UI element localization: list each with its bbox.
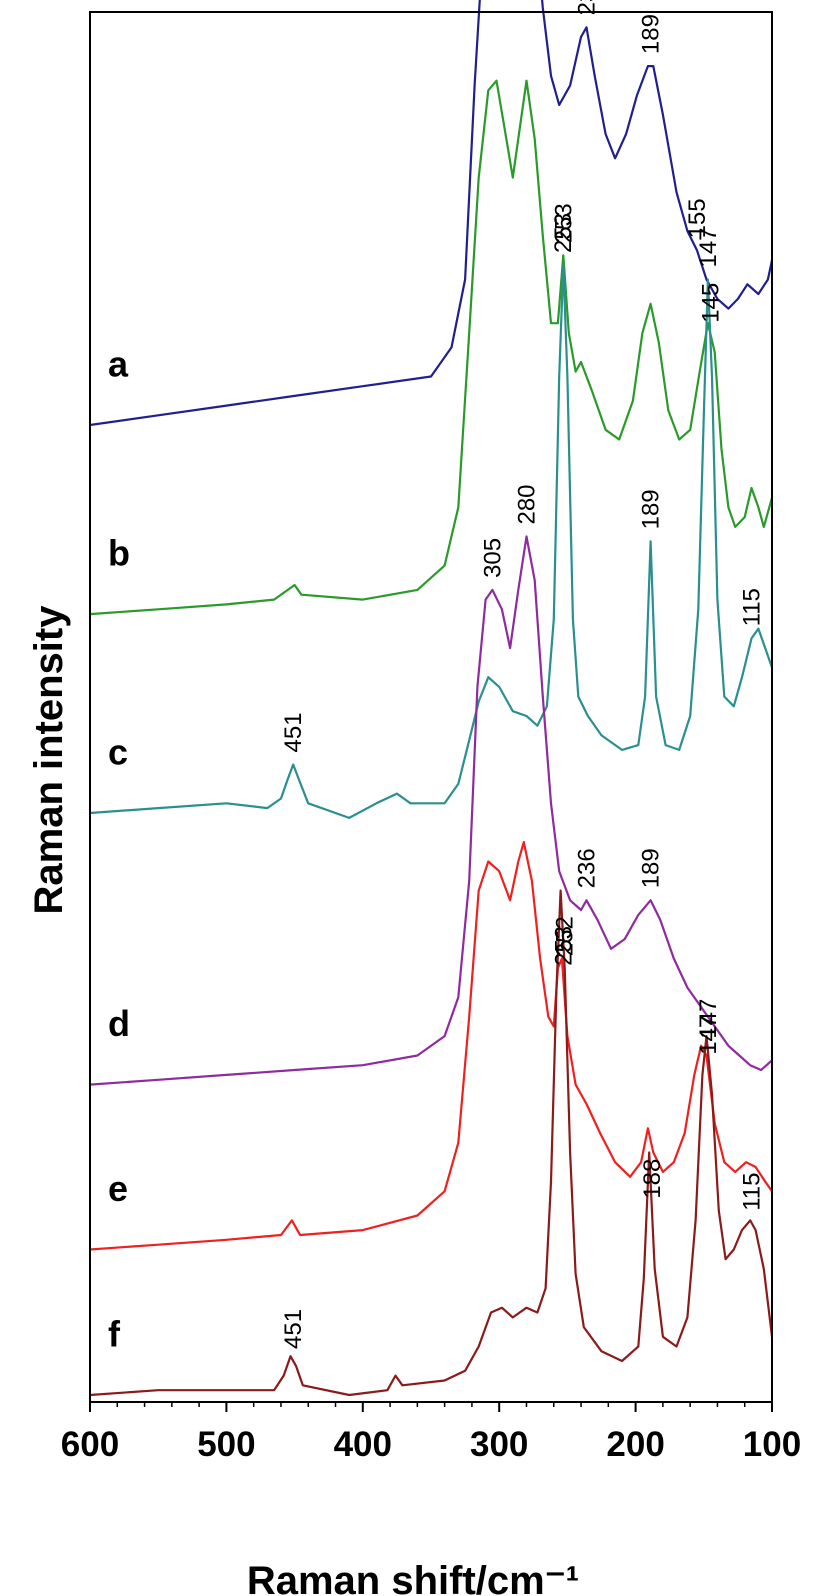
trace-label-a: a: [108, 344, 129, 385]
trace-label-d: d: [108, 1003, 130, 1044]
peak-label-f-252: 252: [552, 916, 579, 956]
trace-letter-labels: a b c d e f: [108, 344, 130, 1355]
spectra-traces: [89, 0, 774, 1397]
peak-label-d-189: 189: [638, 848, 665, 888]
trace-b: [89, 79, 774, 616]
peak-label-f-188: 188: [639, 1159, 666, 1199]
peak-label-b-253: 253: [550, 203, 577, 243]
peak-label-c-189: 189: [638, 489, 665, 529]
peak-label-f-451: 451: [280, 1309, 307, 1349]
peak-label-a-189: 189: [638, 14, 665, 54]
peak-label-b-145: 145: [698, 283, 725, 323]
trace-label-f: f: [108, 1314, 121, 1355]
y-axis-title: Raman intensity: [27, 605, 71, 915]
peak-label-c-147: 147: [695, 227, 722, 267]
x-tick-label: 200: [606, 1425, 664, 1464]
trace-a: [89, 0, 774, 427]
peak-label-f-115: 115: [739, 1172, 766, 1210]
peak-label-c-115: 115: [739, 588, 766, 626]
trace-label-e: e: [108, 1168, 128, 1209]
peak-label-f-147: 147: [695, 999, 722, 1039]
peak-label-d-236: 236: [574, 848, 601, 888]
peak-label-e-253: 253: [550, 926, 577, 966]
trace-label-b: b: [108, 533, 130, 574]
peak-label-d-305: 305: [479, 538, 506, 578]
trace-f: [89, 889, 774, 1397]
x-tick-label: 400: [334, 1425, 392, 1464]
x-tick-label: 300: [470, 1425, 528, 1464]
trace-c: [89, 263, 774, 819]
peak-label-c-451: 451: [280, 712, 307, 752]
peak-labels: 3052802361891552531454512531891471153052…: [280, 0, 765, 1349]
x-axis-title: Raman shift/cm⁻¹: [247, 1559, 579, 1596]
x-tick-label: 100: [743, 1425, 801, 1464]
peak-label-c-253: 253: [550, 213, 577, 253]
peak-label-a-236: 236: [574, 0, 601, 15]
peak-label-d-280: 280: [514, 484, 541, 524]
trace-label-c: c: [108, 732, 128, 773]
peak-label-e-147: 147: [695, 1015, 722, 1055]
plot-frame: [89, 11, 773, 1403]
peak-label-a-155: 155: [684, 198, 711, 238]
x-tick-label: 500: [197, 1425, 255, 1464]
x-tick-label: 600: [61, 1425, 119, 1464]
x-axis-ticks: 600 500 400 300 200 100: [61, 1402, 801, 1464]
trace-d: [89, 535, 773, 1086]
